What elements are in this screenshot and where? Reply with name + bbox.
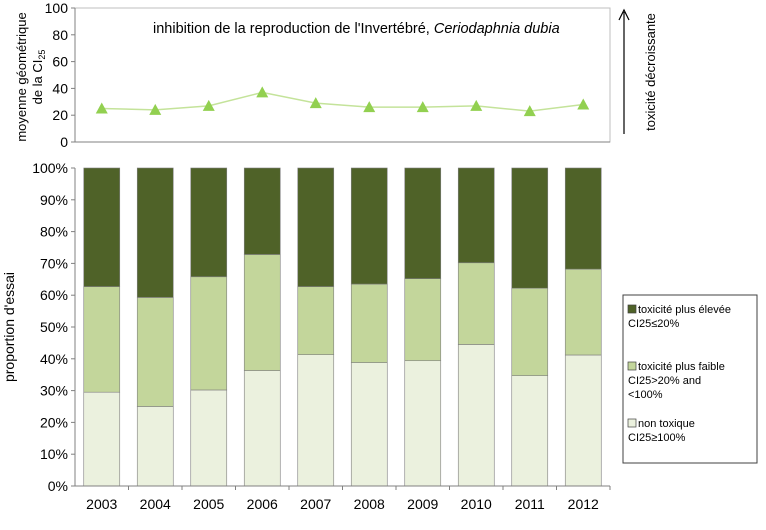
bottom-stacked-bar-chart: 0% 10% 20% 30% 40% 50% 60% 70% 80% 90% 100% 2003 20… — [1, 160, 758, 512]
x-tick-label: 2008 — [354, 496, 385, 512]
bar-segment-2011-0 — [511, 375, 549, 487]
legend-swatch — [627, 304, 637, 314]
bar-segment-2004-0 — [136, 406, 174, 487]
bar-segment-2012-2 — [564, 167, 602, 270]
bar-segment-2008-1 — [350, 283, 388, 363]
bar-segment-2011-2 — [511, 167, 549, 289]
x-tick-label: 2012 — [568, 496, 599, 512]
bar-segment-2005-2 — [190, 167, 228, 278]
bar-segment-2008-0 — [350, 362, 388, 487]
top-point-2008 — [363, 101, 376, 113]
x-tick-label: 2006 — [247, 496, 278, 512]
bar-segment-2005-0 — [190, 389, 228, 487]
top-point-2006 — [256, 86, 269, 98]
bar-segment-2012-0 — [564, 354, 602, 487]
top-y-tick-label: 20 — [52, 107, 68, 123]
bar-segment-2009-1 — [404, 278, 442, 362]
top-point-2010 — [470, 99, 483, 111]
legend-swatch — [627, 361, 637, 371]
bottom-y-tick-label: 80% — [40, 224, 68, 240]
legend: toxicité plus élevée CI25≤20% toxicité plu… — [622, 294, 758, 464]
bottom-y-tick-label: 40% — [40, 351, 68, 367]
x-tick-label: 2010 — [461, 496, 492, 512]
bottom-ylabel: proportion d'essai — [1, 272, 17, 382]
top-point-2011 — [523, 105, 536, 117]
bar-segment-2003-0 — [83, 391, 121, 487]
top-point-2007 — [309, 97, 322, 109]
arrow-head-icon — [618, 8, 630, 21]
legend-label: CI25≤20% — [628, 318, 680, 330]
x-tick-label: 2009 — [407, 496, 438, 512]
bar-segment-2005-1 — [190, 276, 228, 391]
bar-segment-2007-0 — [297, 354, 335, 487]
x-tick-label: 2005 — [193, 496, 224, 512]
bar-segment-2010-0 — [457, 344, 495, 487]
top-series-line — [101, 91, 584, 112]
bottom-y-tick-label: 70% — [40, 255, 68, 271]
bar-segment-2006-1 — [243, 254, 281, 371]
top-chart-title: inhibition de la reproduction de l'Inver… — [153, 21, 560, 37]
top-y-tick-label: 80 — [52, 27, 68, 43]
bar-segment-2009-0 — [404, 360, 442, 487]
legend-label: CI25≥100% — [628, 432, 686, 444]
side-annotation: toxicité décroissante — [643, 13, 658, 131]
bar-segment-2004-1 — [136, 297, 174, 407]
bar-segment-2010-2 — [457, 167, 495, 264]
top-y-tick-label: 0 — [60, 134, 68, 150]
top-y-tick-label: 100 — [45, 0, 69, 16]
bar-segment-2003-2 — [83, 167, 121, 287]
legend-box — [622, 294, 758, 464]
bar-segment-2006-0 — [243, 370, 281, 487]
legend-label: non toxique — [638, 418, 695, 430]
bar-segment-2007-1 — [297, 286, 335, 355]
bar-segment-2012-1 — [564, 268, 602, 356]
x-tick-label: 2004 — [140, 496, 171, 512]
top-y-tick-label: 40 — [52, 80, 68, 96]
bottom-y-tick-label: 50% — [40, 319, 68, 335]
bar-segment-2010-1 — [457, 262, 495, 345]
top-line-chart: 0 20 40 60 80 100 inhibition de la reproducti… — [14, 0, 658, 150]
bottom-y-tick-label: 0% — [48, 478, 68, 494]
bar-segment-2007-2 — [297, 167, 335, 287]
legend-label: <100% — [628, 389, 663, 401]
bar-segment-2008-2 — [350, 167, 388, 285]
x-tick-label: 2007 — [300, 496, 331, 512]
top-point-2005 — [202, 99, 215, 111]
legend-label: toxicité plus élevée — [638, 304, 731, 316]
bar-segment-2011-1 — [511, 287, 549, 376]
bar-segment-2003-1 — [83, 286, 121, 393]
top-point-2012 — [577, 98, 590, 110]
top-ylabel-line2: de la CI25 — [30, 50, 47, 105]
bottom-y-tick-label: 100% — [32, 160, 68, 176]
bar-segment-2004-2 — [136, 167, 174, 298]
top-ylabel-line1: moyenne géométrique — [14, 12, 29, 141]
bottom-y-tick-label: 20% — [40, 414, 68, 430]
x-tick-label: 2003 — [86, 496, 117, 512]
bottom-y-tick-label: 60% — [40, 287, 68, 303]
legend-label: CI25>20% and — [628, 375, 701, 387]
bottom-y-tick-label: 30% — [40, 383, 68, 399]
legend-label: toxicité plus faible — [638, 361, 725, 373]
top-y-tick-label: 60 — [52, 54, 68, 70]
legend-swatch — [627, 418, 637, 428]
top-point-2004 — [149, 103, 162, 115]
bottom-y-tick-label: 90% — [40, 192, 68, 208]
bar-segment-2006-2 — [243, 167, 281, 255]
top-point-2003 — [95, 102, 108, 114]
bottom-y-tick-label: 10% — [40, 446, 68, 462]
top-point-2009 — [416, 101, 429, 113]
bar-segment-2009-2 — [404, 167, 442, 279]
x-tick-label: 2011 — [515, 496, 545, 512]
